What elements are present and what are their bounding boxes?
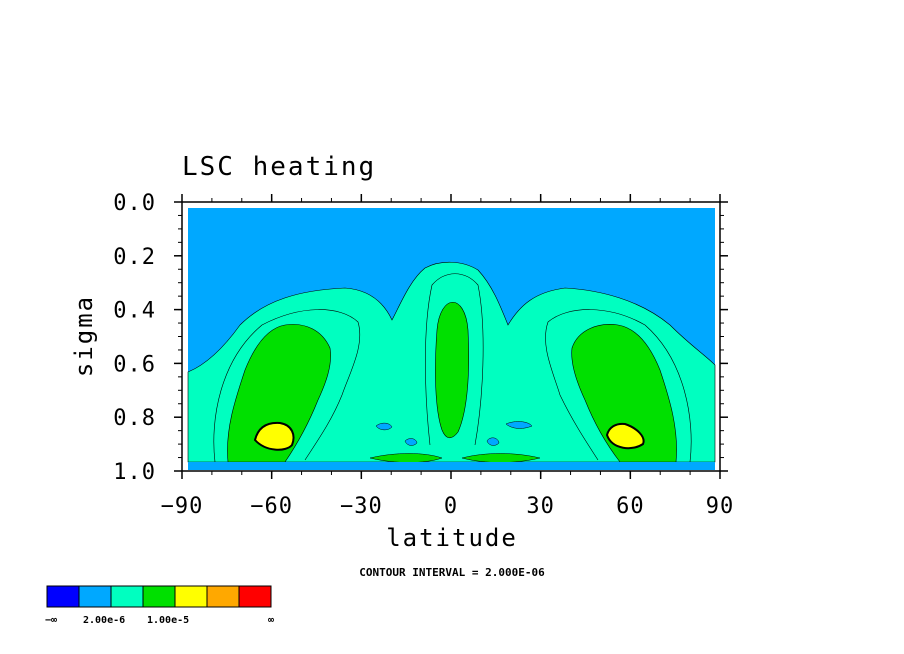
x-tick-label: −90: [161, 494, 204, 519]
contour-line-right-inner: [545, 309, 692, 463]
colorbar-label: 2.00e-6: [83, 615, 125, 626]
colorbar-label: ∞: [268, 615, 274, 626]
contour-interval-note: CONTOUR INTERVAL = 2.000E-06: [359, 566, 545, 579]
contour-blob-3: [486, 437, 500, 446]
y-tick-label: 0.8: [113, 406, 156, 431]
y-tick-label: 0.2: [113, 245, 156, 270]
x-axis: −90 −60 −30 0 30 60 90: [161, 194, 735, 519]
contour-fill-band3-right: [605, 422, 645, 450]
y-axis: 0.0 0.2 0.4 0.6 0.8 1.0: [113, 191, 728, 485]
contour-line-center-inner: [425, 273, 484, 446]
colorbar-label: 1.00e-5: [147, 615, 189, 626]
contour-fill-band2-right: [571, 324, 677, 463]
x-tick-label: −60: [250, 494, 293, 519]
x-tick-label: 90: [706, 494, 735, 519]
contour-blob-4: [505, 421, 533, 429]
contour-fill-band3-left: [253, 421, 295, 451]
x-axis-label: latitude: [386, 524, 518, 552]
contour-fill-band2-center: [435, 301, 469, 439]
colorbar-swatch: [206, 585, 240, 608]
y-axis-label: sigma: [70, 295, 98, 377]
y-tick-label: 1.0: [113, 460, 156, 485]
colorbar-swatch: [142, 585, 176, 608]
colorbar-label: −∞: [45, 615, 57, 626]
chart-title: LSC heating: [182, 152, 376, 182]
plot-area: [181, 201, 721, 472]
colorbar-swatch: [238, 585, 272, 608]
y-tick-label: 0.6: [113, 352, 156, 377]
contour-fill-surface-band: [369, 453, 443, 463]
colorbar: −∞ 2.00e-6 1.00e-5 ∞: [45, 585, 274, 626]
colorbar-swatch: [174, 585, 208, 608]
x-tick-label: −30: [340, 494, 383, 519]
contour-fill-band2-left: [227, 324, 331, 463]
y-tick-label: 0.4: [113, 299, 156, 324]
contour-blob-2: [404, 438, 418, 446]
x-tick-label: 30: [526, 494, 555, 519]
contour-fill-bottom-strip: [188, 462, 715, 470]
y-tick-label: 0.0: [113, 191, 156, 216]
contour-fill-surface-band-r: [461, 453, 541, 463]
contour-line-left-inner: [213, 309, 361, 463]
colorbar-swatch: [110, 585, 144, 608]
colorbar-swatch: [46, 585, 80, 608]
contour-blob-1: [375, 422, 393, 431]
x-tick-label: 60: [616, 494, 645, 519]
x-tick-label: 0: [444, 494, 458, 519]
colorbar-swatch: [78, 585, 112, 608]
